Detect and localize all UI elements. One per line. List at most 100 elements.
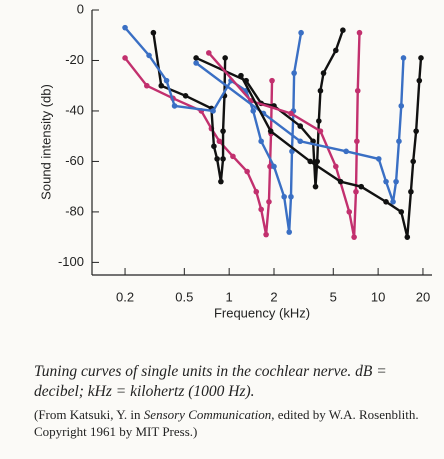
- data-point: [354, 87, 361, 94]
- data-point: [250, 108, 256, 114]
- data-point: [320, 70, 327, 76]
- data-point: [163, 77, 170, 84]
- data-point: [263, 231, 269, 238]
- data-point: [253, 188, 260, 195]
- data-point: [316, 118, 322, 124]
- y-tick-label: 0: [77, 1, 84, 16]
- data-point: [343, 148, 349, 155]
- y-tick-label: -20: [65, 52, 84, 67]
- data-point: [214, 156, 220, 162]
- data-point: [220, 128, 226, 134]
- data-point: [146, 52, 152, 59]
- caption: Tuning curves of single units in the coc…: [34, 362, 424, 440]
- source-title: Sensory Communication: [143, 407, 272, 422]
- data-point: [269, 77, 275, 84]
- data-point: [390, 199, 396, 205]
- data-point: [418, 55, 424, 61]
- x-axis-label: Frequency (kHz): [214, 305, 310, 320]
- data-point: [298, 29, 304, 36]
- tuning-curve: [195, 57, 405, 203]
- data-point: [413, 128, 419, 134]
- data-point: [267, 163, 273, 170]
- data-point: [398, 103, 405, 109]
- caption-source: (From Katsuki, Y. in Sensory Communicati…: [34, 406, 424, 440]
- data-point: [122, 55, 128, 61]
- data-point: [150, 29, 157, 36]
- data-point: [312, 183, 319, 190]
- data-point: [211, 143, 217, 150]
- data-point: [337, 178, 344, 185]
- x-tick-label: 0.5: [175, 289, 193, 304]
- x-tick-label: 0.2: [116, 289, 134, 304]
- data-point: [317, 87, 324, 94]
- data-point: [266, 199, 272, 205]
- data-point: [400, 55, 407, 61]
- data-point: [340, 27, 346, 33]
- data-point: [398, 209, 405, 215]
- x-tick-label: 10: [371, 289, 385, 304]
- data-point: [314, 158, 321, 165]
- data-point: [144, 82, 150, 89]
- data-point: [346, 209, 353, 215]
- data-point: [210, 108, 216, 114]
- data-point: [358, 183, 365, 190]
- source-text: , edited by W.A. Rosenblith. Copyright 1…: [34, 407, 419, 439]
- data-point: [291, 70, 297, 76]
- data-point: [286, 229, 293, 235]
- data-point: [297, 138, 304, 145]
- data-point: [375, 156, 382, 162]
- tuning-curve: [207, 32, 361, 238]
- y-tick-label: -100: [58, 254, 84, 269]
- data-point: [404, 234, 411, 240]
- data-point: [218, 178, 224, 185]
- data-point: [317, 128, 324, 134]
- data-point: [220, 156, 226, 162]
- data-point: [206, 50, 212, 56]
- data-point: [307, 158, 314, 165]
- data-point: [271, 163, 277, 170]
- y-tick-label: -80: [65, 203, 84, 218]
- x-tick-label: 5: [330, 289, 337, 304]
- data-point: [171, 103, 178, 109]
- data-point: [244, 168, 250, 175]
- data-point: [393, 178, 399, 185]
- data-point: [182, 93, 189, 99]
- data-point: [354, 138, 360, 145]
- data-point: [288, 110, 294, 117]
- source-text: (From Katsuki, Y. in: [34, 407, 144, 422]
- data-point: [353, 188, 359, 195]
- x-tick-label: 2: [270, 289, 277, 304]
- data-point: [416, 77, 423, 84]
- data-point: [238, 72, 244, 79]
- data-point: [193, 55, 199, 61]
- caption-text: Tuning curves of single units in the coc…: [34, 363, 387, 400]
- data-point: [222, 55, 228, 61]
- y-tick-label: -60: [65, 153, 84, 168]
- y-tick-label: -40: [65, 102, 84, 117]
- data-point: [383, 178, 389, 185]
- data-point: [230, 153, 236, 160]
- data-point: [410, 158, 417, 165]
- x-tick-label: 20: [416, 289, 430, 304]
- data-point: [333, 47, 339, 54]
- data-point: [288, 193, 294, 200]
- data-point: [158, 82, 165, 89]
- data-point: [297, 123, 304, 129]
- data-point: [333, 163, 339, 170]
- data-point: [408, 188, 414, 195]
- data-point: [267, 128, 274, 134]
- data-point: [383, 199, 389, 205]
- data-point: [351, 234, 357, 240]
- y-axis-label: Sound intensity (db): [38, 84, 53, 200]
- chart: Frequency (kHz) Sound intensity (db) 0 -2…: [38, 1, 432, 320]
- data-point: [193, 60, 199, 66]
- data-point: [122, 24, 128, 31]
- data-point: [396, 138, 402, 145]
- data-point: [281, 193, 287, 200]
- data-point: [258, 206, 264, 213]
- data-point: [216, 138, 223, 145]
- x-tick-label: 1: [226, 289, 233, 304]
- data-point: [258, 138, 264, 145]
- data-point: [356, 29, 363, 36]
